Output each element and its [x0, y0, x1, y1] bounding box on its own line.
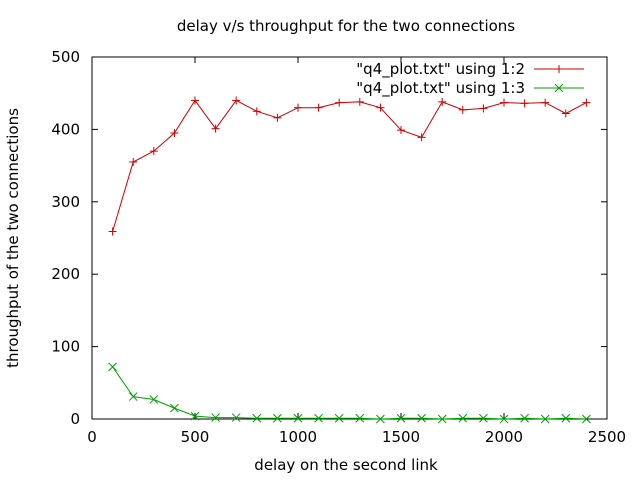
- legend-label-2: "q4_plot.txt" using 1:3: [356, 79, 525, 98]
- series-2-point: [108, 362, 117, 372]
- series-1-point: [191, 96, 199, 105]
- legend: "q4_plot.txt" using 1:2"q4_plot.txt" usi…: [356, 60, 584, 98]
- series-layer: [108, 96, 591, 424]
- y-tick-label: 200: [51, 265, 80, 283]
- series-1-point: [355, 97, 364, 106]
- series-2-point: [561, 413, 571, 423]
- y-tick-label: 0: [70, 410, 80, 428]
- x-axis-label: delay on the second link: [254, 456, 438, 474]
- series-1-point: [520, 99, 529, 108]
- series-1-point: [211, 124, 220, 133]
- series-1-point: [500, 98, 508, 107]
- chart-title: delay v/s throughput for the two connect…: [177, 17, 515, 35]
- y-axis-label: throughput of the two connections: [4, 108, 22, 368]
- series-2-point: [314, 413, 323, 423]
- y-tick-label: 400: [51, 120, 80, 138]
- series-1-point: [479, 104, 488, 113]
- series-2-point: [273, 413, 282, 423]
- series-1-point: [252, 107, 261, 116]
- series-2-line: [112, 366, 587, 420]
- series-1-point: [273, 113, 282, 122]
- x-tick-label: 2500: [588, 428, 626, 446]
- series-1-point: [314, 103, 323, 112]
- series-2-point: [128, 392, 138, 401]
- series-2-point: [479, 413, 488, 423]
- series-2-point: [458, 413, 468, 423]
- series-1-point: [397, 126, 405, 135]
- series-1-point: [129, 157, 138, 166]
- series-2-point: [211, 413, 220, 422]
- x-tick-label: 1500: [382, 428, 420, 446]
- series-1: [108, 96, 591, 236]
- series-1-point: [458, 105, 467, 114]
- series-1-point: [294, 103, 302, 112]
- legend-label-1: "q4_plot.txt" using 1:2: [356, 60, 525, 79]
- series-1-point: [232, 96, 241, 105]
- series-2-point: [231, 413, 241, 422]
- series-2-point: [252, 413, 262, 423]
- series-1-point: [149, 147, 158, 156]
- series-1-point: [417, 133, 426, 142]
- series-1-point: [541, 98, 550, 107]
- series-1-line: [112, 99, 587, 232]
- series-2-point: [376, 414, 385, 424]
- series-2-point: [293, 413, 303, 423]
- x-tick-label: 0: [87, 428, 97, 446]
- y-tick-label: 500: [51, 48, 80, 66]
- series-2-point: [149, 395, 159, 404]
- series-2-point: [582, 414, 591, 424]
- y-tick-label: 300: [51, 193, 80, 211]
- series-1-point: [438, 97, 447, 106]
- series-2-point: [170, 403, 179, 413]
- series-2-point: [417, 413, 426, 423]
- plot-frame: [91, 56, 608, 420]
- axis-ticks: 0 500 1000 1500 2000 2500 0 100 200 300 400 500: [51, 48, 626, 446]
- series-2-point: [520, 413, 529, 423]
- series-1-point: [582, 98, 591, 107]
- series-2: [108, 362, 591, 424]
- series-1-point: [108, 227, 117, 236]
- x-tick-label: 2000: [485, 428, 523, 446]
- y-tick-label: 100: [51, 338, 80, 356]
- x-tick-label: 500: [181, 428, 210, 446]
- series-1-point: [561, 109, 570, 118]
- series-2-point: [334, 413, 344, 423]
- series-2-point: [499, 414, 509, 424]
- x-tick-label: 1000: [279, 428, 317, 446]
- legend-marker-1: [555, 65, 563, 73]
- series-2-point: [540, 414, 550, 424]
- series-1-point: [376, 103, 385, 112]
- series-1-point: [170, 129, 179, 138]
- series-2-point: [190, 411, 200, 421]
- series-2-point: [437, 414, 447, 424]
- legend-marker-2: [554, 83, 564, 93]
- series-2-point: [355, 413, 365, 423]
- series-2-point: [396, 413, 406, 423]
- series-1-point: [335, 98, 344, 107]
